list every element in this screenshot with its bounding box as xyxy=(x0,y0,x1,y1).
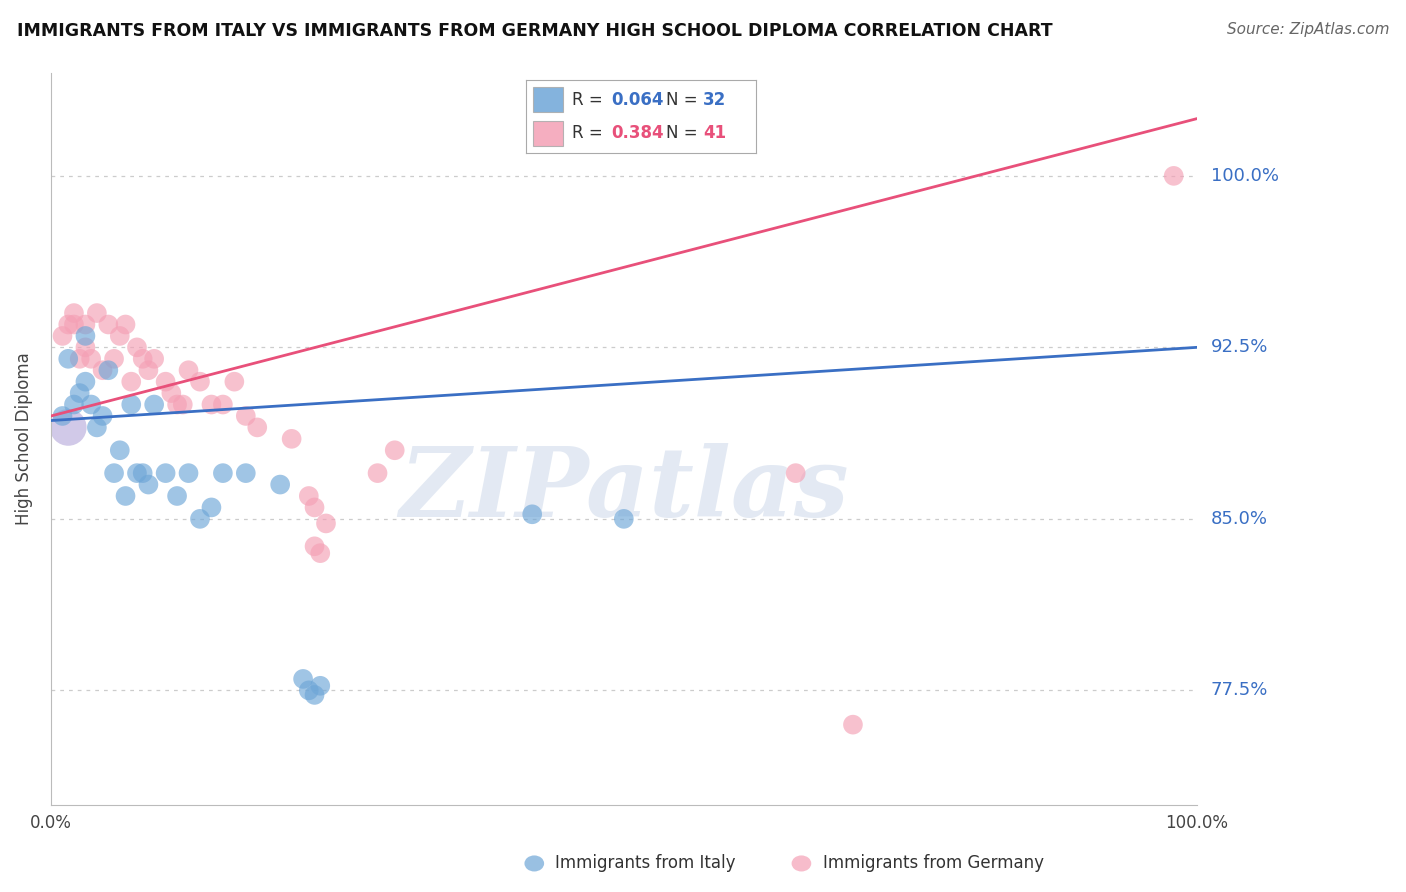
Text: Source: ZipAtlas.com: Source: ZipAtlas.com xyxy=(1226,22,1389,37)
Point xyxy=(166,489,188,503)
Point xyxy=(51,329,73,343)
Text: 100.0%: 100.0% xyxy=(1211,167,1278,185)
Text: 92.5%: 92.5% xyxy=(1211,338,1268,357)
Text: ZIPatlas: ZIPatlas xyxy=(399,443,849,537)
Point xyxy=(63,318,86,332)
Point xyxy=(298,683,321,698)
Point xyxy=(172,398,194,412)
Point xyxy=(86,420,108,434)
Point xyxy=(75,329,97,343)
Point xyxy=(138,363,160,377)
Point xyxy=(309,679,332,693)
Text: Immigrants from Germany: Immigrants from Germany xyxy=(823,855,1043,872)
Point xyxy=(177,363,200,377)
Point xyxy=(315,516,337,531)
Point xyxy=(75,375,97,389)
Point xyxy=(86,306,108,320)
Point xyxy=(200,398,222,412)
Point xyxy=(298,489,321,503)
Point xyxy=(125,340,148,354)
Point xyxy=(63,398,86,412)
Point xyxy=(125,466,148,480)
Point xyxy=(785,466,807,480)
Point xyxy=(75,340,97,354)
Point xyxy=(522,508,544,522)
Point xyxy=(63,306,86,320)
Point xyxy=(177,466,200,480)
Point xyxy=(235,466,257,480)
Point xyxy=(103,351,125,366)
Point xyxy=(131,351,153,366)
Point xyxy=(166,398,188,412)
Point xyxy=(114,318,136,332)
Text: 85.0%: 85.0% xyxy=(1211,510,1268,528)
Point xyxy=(114,489,136,503)
Point xyxy=(80,351,103,366)
Point xyxy=(58,318,80,332)
Point xyxy=(138,477,160,491)
Point xyxy=(212,398,235,412)
Point xyxy=(108,443,131,458)
Text: IMMIGRANTS FROM ITALY VS IMMIGRANTS FROM GERMANY HIGH SCHOOL DIPLOMA CORRELATION: IMMIGRANTS FROM ITALY VS IMMIGRANTS FROM… xyxy=(17,22,1053,40)
Point xyxy=(155,375,177,389)
Point xyxy=(246,420,269,434)
Point xyxy=(91,363,114,377)
Point xyxy=(304,539,326,553)
Point xyxy=(143,398,166,412)
Point xyxy=(120,398,142,412)
Text: Immigrants from Italy: Immigrants from Italy xyxy=(555,855,735,872)
Point xyxy=(235,409,257,423)
Point xyxy=(309,546,332,560)
Point xyxy=(212,466,235,480)
Point xyxy=(304,500,326,515)
Point xyxy=(69,386,91,401)
Point xyxy=(188,512,211,526)
Point xyxy=(97,363,120,377)
Point xyxy=(200,500,222,515)
Point xyxy=(842,717,865,731)
Point xyxy=(91,409,114,423)
Point xyxy=(188,375,211,389)
Point xyxy=(292,672,315,686)
Point xyxy=(131,466,153,480)
Point xyxy=(1163,169,1185,183)
Point xyxy=(97,318,120,332)
Point xyxy=(367,466,389,480)
Point xyxy=(160,386,183,401)
Point xyxy=(69,351,91,366)
Point xyxy=(108,329,131,343)
Point xyxy=(304,688,326,702)
Point xyxy=(280,432,302,446)
Point xyxy=(75,318,97,332)
Point xyxy=(120,375,142,389)
Point xyxy=(384,443,406,458)
Point xyxy=(155,466,177,480)
Point xyxy=(143,351,166,366)
Point xyxy=(269,477,291,491)
Point xyxy=(51,409,73,423)
Point xyxy=(224,375,246,389)
Point xyxy=(80,398,103,412)
Point xyxy=(58,420,80,434)
Text: 77.5%: 77.5% xyxy=(1211,681,1268,699)
Point xyxy=(58,351,80,366)
Y-axis label: High School Diploma: High School Diploma xyxy=(15,352,32,525)
Point xyxy=(103,466,125,480)
Point xyxy=(613,512,636,526)
